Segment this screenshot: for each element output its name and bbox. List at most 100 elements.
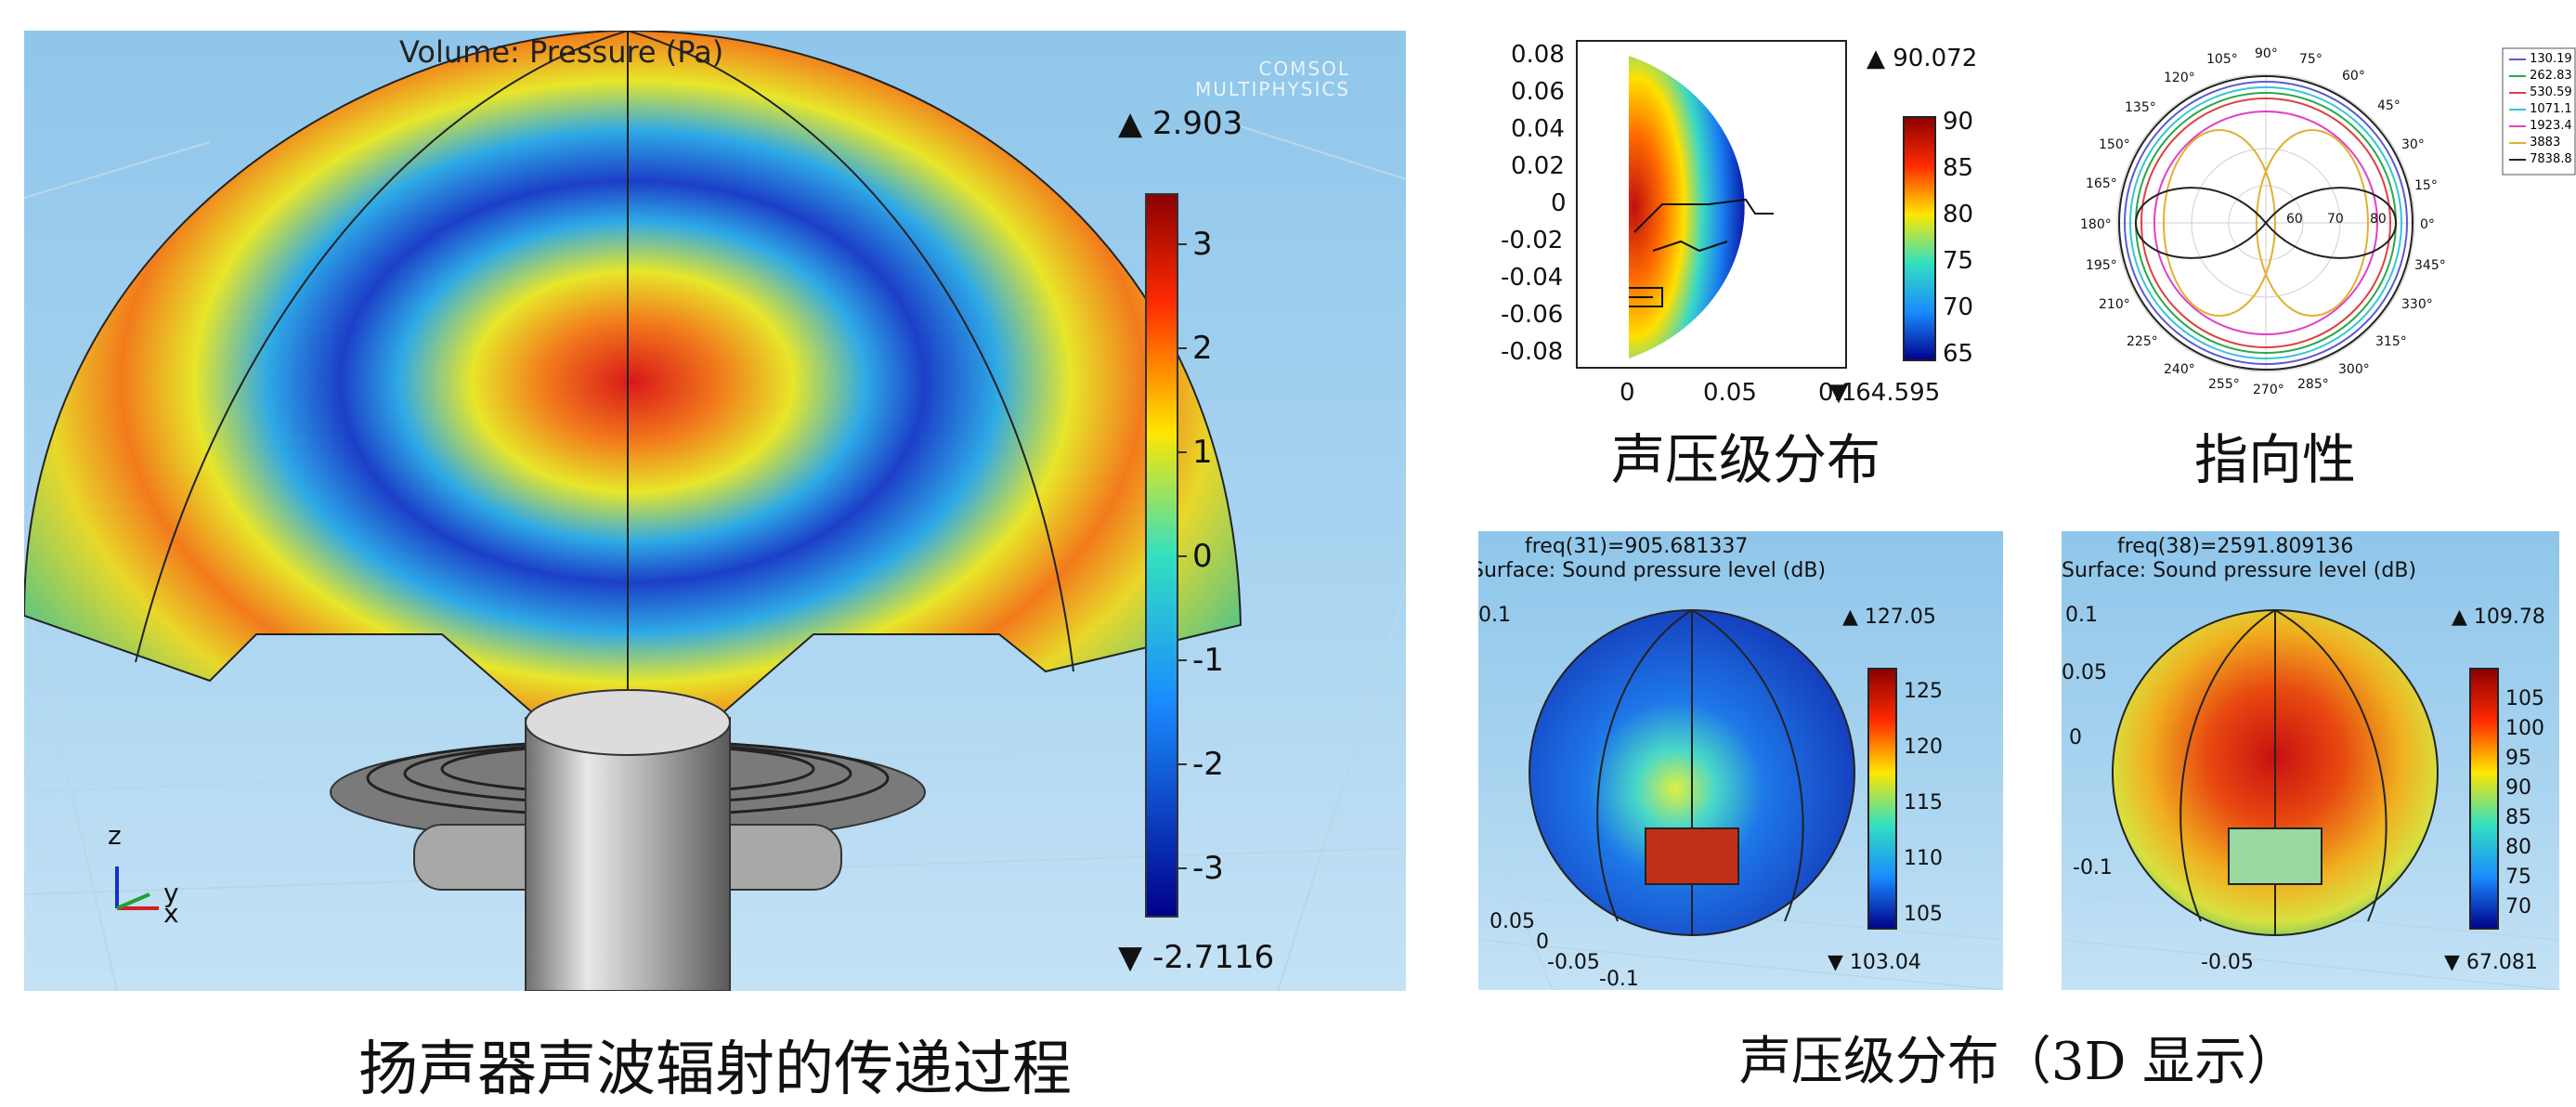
spl-ytick: -0.02 bbox=[1501, 227, 1564, 254]
angle-label: 180° bbox=[2080, 217, 2112, 232]
colorbar-tick: -1 bbox=[1192, 642, 1224, 679]
spl-ytick: -0.04 bbox=[1501, 264, 1564, 292]
spl-field bbox=[1629, 56, 1745, 358]
colorbar-tick: 0 bbox=[1192, 538, 1213, 575]
colorbar-b bbox=[2469, 668, 2499, 930]
legend-entry: 530.59 bbox=[2509, 85, 2572, 99]
pressure-min-label: ▼ -2.7116 bbox=[1118, 939, 1275, 976]
cbtick-a: 125 bbox=[1904, 680, 1943, 703]
spl-2d-plot: 0.08 0.06 0.04 0.02 0 -0.02 -0.04 -0.06 … bbox=[1477, 28, 1997, 418]
spl-cbtick: 75 bbox=[1943, 247, 1974, 275]
spl-ytick: 0.08 bbox=[1511, 41, 1565, 69]
angle-label: 60° bbox=[2342, 69, 2365, 84]
colorbar-tick: 3 bbox=[1192, 226, 1213, 263]
cbtick-b: 100 bbox=[2505, 717, 2544, 740]
colorbar-tick: -2 bbox=[1192, 746, 1224, 783]
spl-min-label: ▼ 64.595 bbox=[1829, 379, 1941, 407]
legend-entry: 1923.4 bbox=[2509, 119, 2572, 133]
angle-label: 285° bbox=[2297, 377, 2329, 392]
freq-label-b: freq(38)=2591.809136 bbox=[2117, 535, 2354, 558]
pressure-dome bbox=[24, 31, 1242, 869]
cbtick-b: 75 bbox=[2505, 866, 2531, 889]
angle-label: 270° bbox=[2253, 383, 2284, 397]
cbtick-a: 105 bbox=[1904, 903, 1943, 926]
cbtick-a: 115 bbox=[1904, 791, 1943, 814]
angle-label: 30° bbox=[2401, 137, 2425, 152]
cbtick-b: 85 bbox=[2505, 806, 2531, 829]
spl-cbtick: 90 bbox=[1943, 108, 1974, 136]
cbtick-b: 80 bbox=[2505, 836, 2531, 859]
angle-label: 315° bbox=[2375, 334, 2407, 349]
spl-2d-svg bbox=[1576, 40, 1936, 369]
angle-label: 330° bbox=[2401, 297, 2433, 312]
axis-x-label: x bbox=[163, 898, 179, 929]
min-label-a: ▼ 103.04 bbox=[1828, 951, 1921, 974]
axis-tick-b: -0.1 bbox=[2073, 856, 2113, 879]
cbtick-b: 70 bbox=[2505, 895, 2531, 918]
angle-label: 255° bbox=[2208, 377, 2240, 392]
axis-tick-b: -0.05 bbox=[2201, 951, 2254, 974]
axis-tick-a: 0.05 bbox=[1490, 910, 1535, 933]
axis-tick-a: 0 bbox=[1536, 931, 1549, 954]
cbtick-b: 90 bbox=[2505, 776, 2531, 800]
spl-ytick: 0.02 bbox=[1511, 152, 1565, 180]
caption-spl3d: 声压级分布（3D 显示） bbox=[1738, 1032, 2299, 1092]
cbtick-b: 95 bbox=[2505, 747, 2531, 770]
cbtick-a: 110 bbox=[1904, 847, 1943, 870]
spl-cbtick: 85 bbox=[1943, 154, 1974, 182]
angle-label: 105° bbox=[2206, 52, 2238, 67]
spl-ytick: 0.04 bbox=[1511, 115, 1565, 143]
axis-tick-a: -0.05 bbox=[1547, 951, 1600, 974]
angle-label: 165° bbox=[2086, 176, 2117, 191]
main-pressure-view: Volume: Pressure (Pa) COMSOL MULTIPHYSIC… bbox=[24, 31, 1406, 991]
angle-label: 15° bbox=[2414, 178, 2438, 193]
spl-xtick: 0 bbox=[1620, 379, 1635, 407]
surface-title-a: Surface: Sound pressure level (dB) bbox=[1478, 559, 1827, 582]
legend-entry: 3883 bbox=[2509, 136, 2560, 150]
axis-triad bbox=[115, 866, 159, 910]
main-pressure-svg bbox=[24, 31, 1406, 991]
axis-tick-a: -0.1 bbox=[1599, 968, 1639, 990]
spl-cbtick: 80 bbox=[1943, 201, 1974, 228]
axis-y-label: y bbox=[163, 878, 179, 908]
spl-3d-a-svg bbox=[1478, 609, 2003, 990]
angle-label: 75° bbox=[2299, 52, 2322, 67]
spl-3d-view-a: freq(31)=905.681337 Surface: Sound press… bbox=[1478, 531, 2003, 990]
spl-xtick: 0.1 bbox=[1818, 379, 1857, 407]
angle-label: 0° bbox=[2420, 217, 2435, 232]
radial-label: 70 bbox=[2327, 212, 2344, 227]
speaker-magnet bbox=[525, 717, 731, 991]
angle-label: 225° bbox=[2127, 334, 2158, 349]
comsol-watermark: COMSOL MULTIPHYSICS bbox=[1195, 58, 1350, 100]
axis-tick-b: 0 bbox=[2069, 726, 2082, 749]
colorbar-tick: -3 bbox=[1192, 850, 1224, 887]
spl-3d-view-b: freq(38)=2591.809136 Surface: Sound pres… bbox=[2062, 531, 2559, 990]
caption-spl: 声压级分布 bbox=[1610, 428, 1880, 491]
angle-label: 345° bbox=[2414, 258, 2446, 273]
spl-colorbar bbox=[1903, 116, 1936, 361]
spl-xtick: 0.05 bbox=[1703, 379, 1757, 407]
directivity-plot: 90° 75° 60° 45° 30° 15° 0° 345° 330° 315… bbox=[2080, 46, 2576, 399]
colorbar-a bbox=[1867, 668, 1897, 930]
spl-ytick: 0.06 bbox=[1511, 78, 1565, 106]
axis-tick-a: 0.1 bbox=[1478, 604, 1511, 627]
colorbar-tick: 1 bbox=[1192, 434, 1213, 471]
angle-label: 150° bbox=[2099, 137, 2130, 152]
angle-label: 240° bbox=[2164, 362, 2195, 377]
max-label-b: ▲ 109.78 bbox=[2452, 606, 2545, 629]
angle-label: 45° bbox=[2377, 98, 2400, 113]
legend-entry: 7838.8 bbox=[2509, 152, 2572, 166]
caption-directivity: 指向性 bbox=[2193, 428, 2356, 491]
spl-ytick: -0.08 bbox=[1501, 338, 1564, 366]
spl-ytick: -0.06 bbox=[1501, 301, 1564, 329]
radial-label: 80 bbox=[2370, 212, 2387, 227]
legend-entry: 130.19 bbox=[2509, 52, 2572, 66]
angle-label: 120° bbox=[2164, 71, 2195, 85]
legend-entry: 262.83 bbox=[2509, 69, 2572, 83]
angle-label: 195° bbox=[2086, 258, 2117, 273]
axis-tick-b: 0.1 bbox=[2065, 604, 2098, 627]
spl-cbtick: 65 bbox=[1943, 340, 1974, 368]
axis-tick-b: 0.05 bbox=[2062, 661, 2107, 684]
angle-label: 135° bbox=[2125, 100, 2156, 115]
angle-label: 90° bbox=[2255, 46, 2278, 61]
